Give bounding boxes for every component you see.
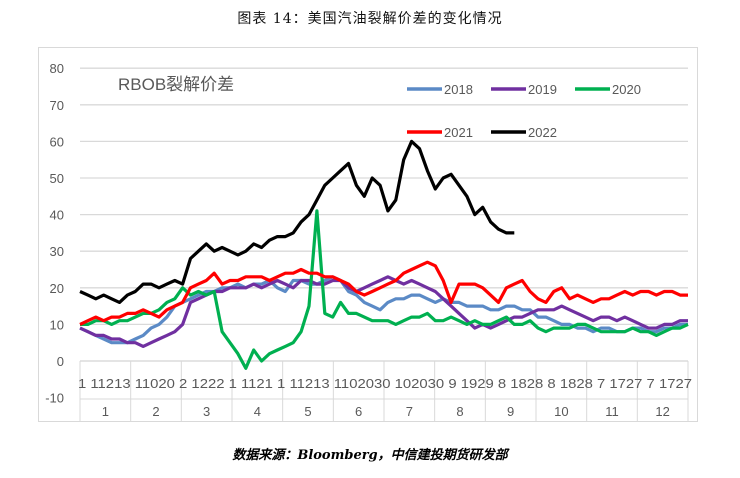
legend-label: 2020: [612, 82, 641, 97]
series-2022-line: [79, 139, 515, 304]
y-axis-labels: -10 0 10 20 30 40 50 60 70 80: [45, 61, 64, 405]
y-tick-label: 80: [50, 61, 64, 76]
x-month-label: 10: [554, 404, 568, 419]
x-month-label: 11: [605, 404, 619, 419]
x-month-label: 1: [102, 404, 109, 419]
y-tick-label: 30: [50, 244, 64, 259]
series-lines: [79, 139, 689, 370]
y-tick-label: 10: [50, 317, 64, 332]
y-tick-label: 40: [50, 208, 64, 223]
x-axis: 1 2 3 4 5 6 7 8 9 10 11 121 11213 11020 2 1222 1 11…: [78, 360, 692, 421]
x-month-label: 3: [203, 404, 210, 419]
y-tick-label: 60: [50, 134, 64, 149]
x-month-label: 5: [304, 404, 311, 419]
legend-item-2021[interactable]: 2021: [407, 125, 473, 140]
y-tick-label: 0: [57, 354, 64, 369]
x-month-label: 2: [152, 404, 159, 419]
x-month-label: 4: [254, 404, 261, 419]
gridlines: [80, 67, 688, 362]
x-month-label: 7: [406, 404, 413, 419]
legend-item-2022[interactable]: 2022: [491, 125, 557, 140]
legend-item-2020[interactable]: 2020: [575, 82, 641, 97]
x-month-label: 9: [507, 404, 514, 419]
y-tick-label: 50: [50, 171, 64, 186]
chart-container: [38, 47, 698, 422]
x-month-label: 8: [456, 404, 463, 419]
y-tick-label: -10: [45, 391, 64, 406]
legend-item-2018[interactable]: 2018: [407, 82, 473, 97]
figure-title: 图表 14：美国汽油裂解价差的变化情况: [237, 11, 503, 27]
legend-label: 2021: [444, 125, 473, 140]
chart-inner-title: RBOB裂解价差: [118, 75, 234, 94]
legend-label: 2019: [528, 82, 557, 97]
series-2019-line: [79, 275, 688, 348]
legend-label: 2018: [444, 82, 473, 97]
legend: 2018 2019 2020 2021 2022: [407, 82, 641, 140]
legend-item-2019[interactable]: 2019: [491, 82, 557, 97]
y-tick-label: 20: [50, 281, 64, 296]
x-month-label: 12: [655, 404, 669, 419]
series-2020-line: [80, 209, 689, 370]
y-tick-label: 70: [50, 98, 64, 113]
series-2021-line: [79, 260, 688, 326]
x-month-label: 6: [355, 404, 362, 419]
x-day-tick-labels: 1 11213 11020 2 1222 1 1121 1 11213 1102…: [78, 376, 692, 391]
data-source: 数据来源：Bloomberg，中信建投期货研发部: [232, 448, 508, 463]
legend-label: 2022: [528, 125, 557, 140]
